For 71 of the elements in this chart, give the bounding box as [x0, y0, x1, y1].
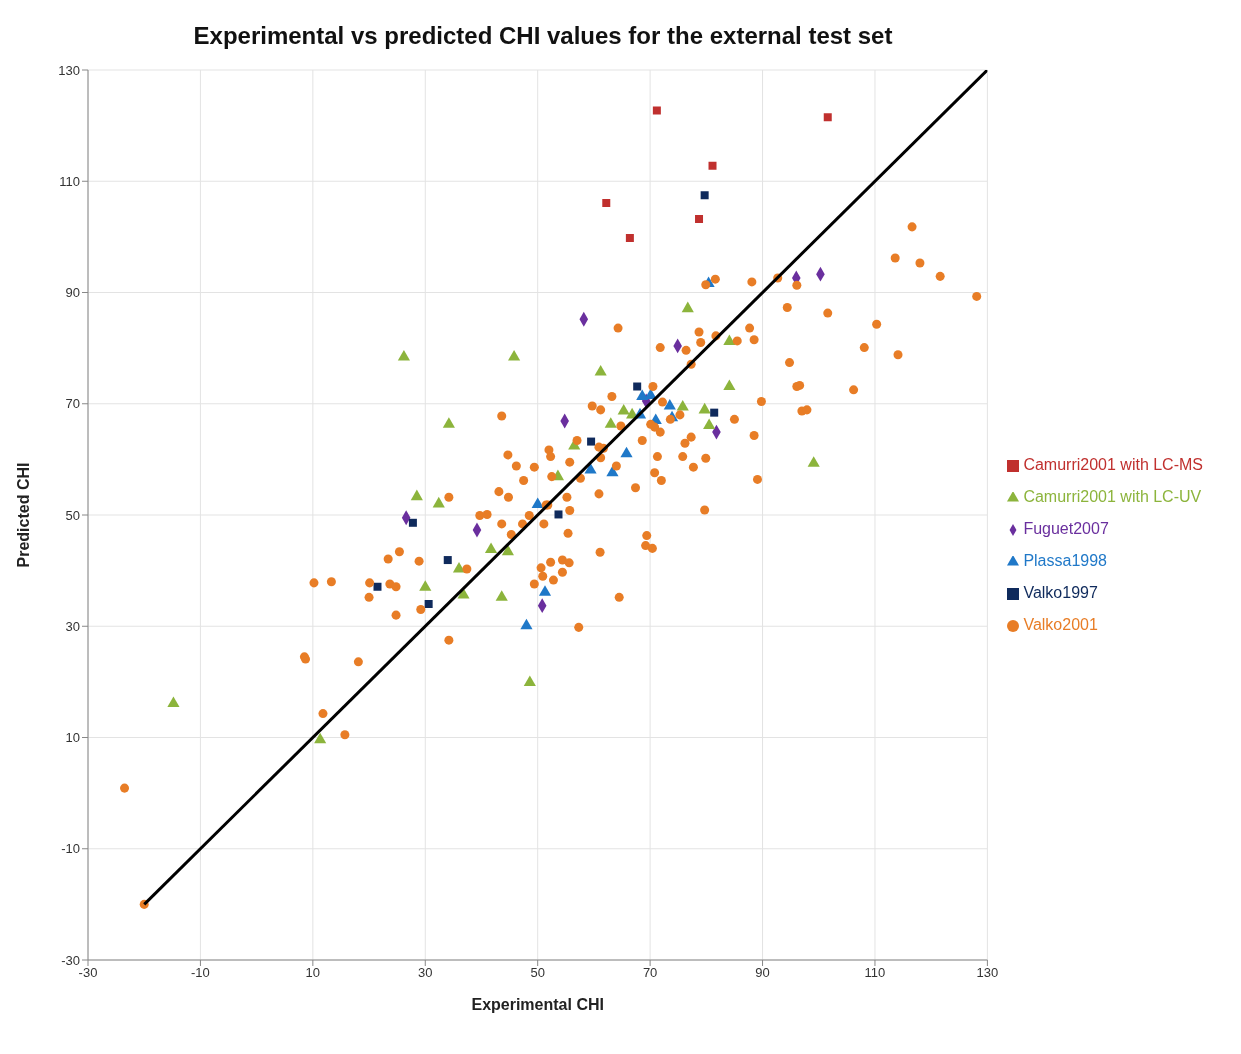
- point: [710, 408, 719, 417]
- y-tick-label: 50: [65, 507, 80, 523]
- point: [663, 398, 676, 410]
- point: [410, 489, 423, 501]
- x-tick-label: 70: [642, 965, 658, 981]
- point: [424, 600, 433, 608]
- x-tick-label: 10: [305, 965, 321, 981]
- y-tick-label: 30: [65, 618, 80, 634]
- point: [700, 191, 709, 200]
- legend-label: Camurri2001 with LC-UV: [1023, 488, 1202, 505]
- point: [681, 301, 694, 313]
- point: [807, 456, 820, 467]
- y-tick-label: 90: [65, 285, 80, 301]
- legend-label: Valko1997: [1023, 584, 1098, 601]
- point: [604, 417, 617, 428]
- point: [620, 446, 633, 458]
- point: [457, 588, 470, 599]
- point: [602, 198, 611, 207]
- x-tick-label: -10: [191, 965, 210, 981]
- point: [397, 350, 410, 361]
- point: [723, 379, 736, 391]
- y-tick-label: 70: [65, 396, 80, 412]
- point: [508, 350, 521, 361]
- chart-title: Experimental vs predicted CHI values for the external test set: [192, 21, 894, 50]
- point: [167, 696, 180, 708]
- point: [443, 556, 452, 565]
- point: [373, 582, 382, 591]
- x-tick-label: -30: [78, 965, 98, 981]
- point: [723, 334, 736, 345]
- point: [617, 403, 630, 415]
- point: [523, 675, 536, 686]
- y-tick-label: -30: [61, 952, 80, 968]
- point: [314, 732, 327, 744]
- legend-label: Fuguet2007: [1023, 520, 1109, 537]
- point: [531, 497, 544, 508]
- point: [432, 496, 445, 508]
- point: [823, 113, 832, 122]
- point: [554, 510, 563, 519]
- point: [408, 518, 417, 527]
- y-tick-label: 130: [58, 62, 80, 78]
- x-axis-title: Experimental CHI: [471, 996, 604, 1013]
- x-tick-label: 110: [864, 965, 886, 981]
- point: [520, 618, 533, 630]
- point: [695, 215, 704, 224]
- point: [708, 161, 717, 170]
- point: [703, 418, 716, 429]
- x-tick-label: 90: [755, 965, 770, 981]
- point: [636, 389, 649, 401]
- x-tick-label: 30: [418, 965, 433, 981]
- legend-label: Valko2001: [1023, 616, 1098, 633]
- point: [495, 590, 508, 601]
- point: [652, 106, 661, 115]
- legend-label: Camurri2001 with LC-MS: [1023, 456, 1203, 473]
- point: [419, 580, 432, 591]
- point: [698, 402, 711, 414]
- point: [501, 544, 514, 556]
- point: [587, 437, 596, 446]
- legend-label: Plassa1998: [1023, 552, 1108, 569]
- y-axis-title: Predicted CHI: [14, 462, 32, 568]
- x-tick-label: 50: [530, 965, 545, 981]
- y-tick-label: -10: [61, 841, 80, 857]
- point: [676, 400, 689, 411]
- point: [442, 417, 455, 428]
- point: [625, 233, 634, 242]
- point: [594, 365, 607, 376]
- point: [633, 382, 642, 391]
- point: [538, 585, 552, 596]
- x-tick-label: 130: [976, 965, 999, 981]
- point: [484, 542, 498, 553]
- y-tick-label: 10: [65, 730, 80, 746]
- y-tick-label: 110: [59, 173, 80, 189]
